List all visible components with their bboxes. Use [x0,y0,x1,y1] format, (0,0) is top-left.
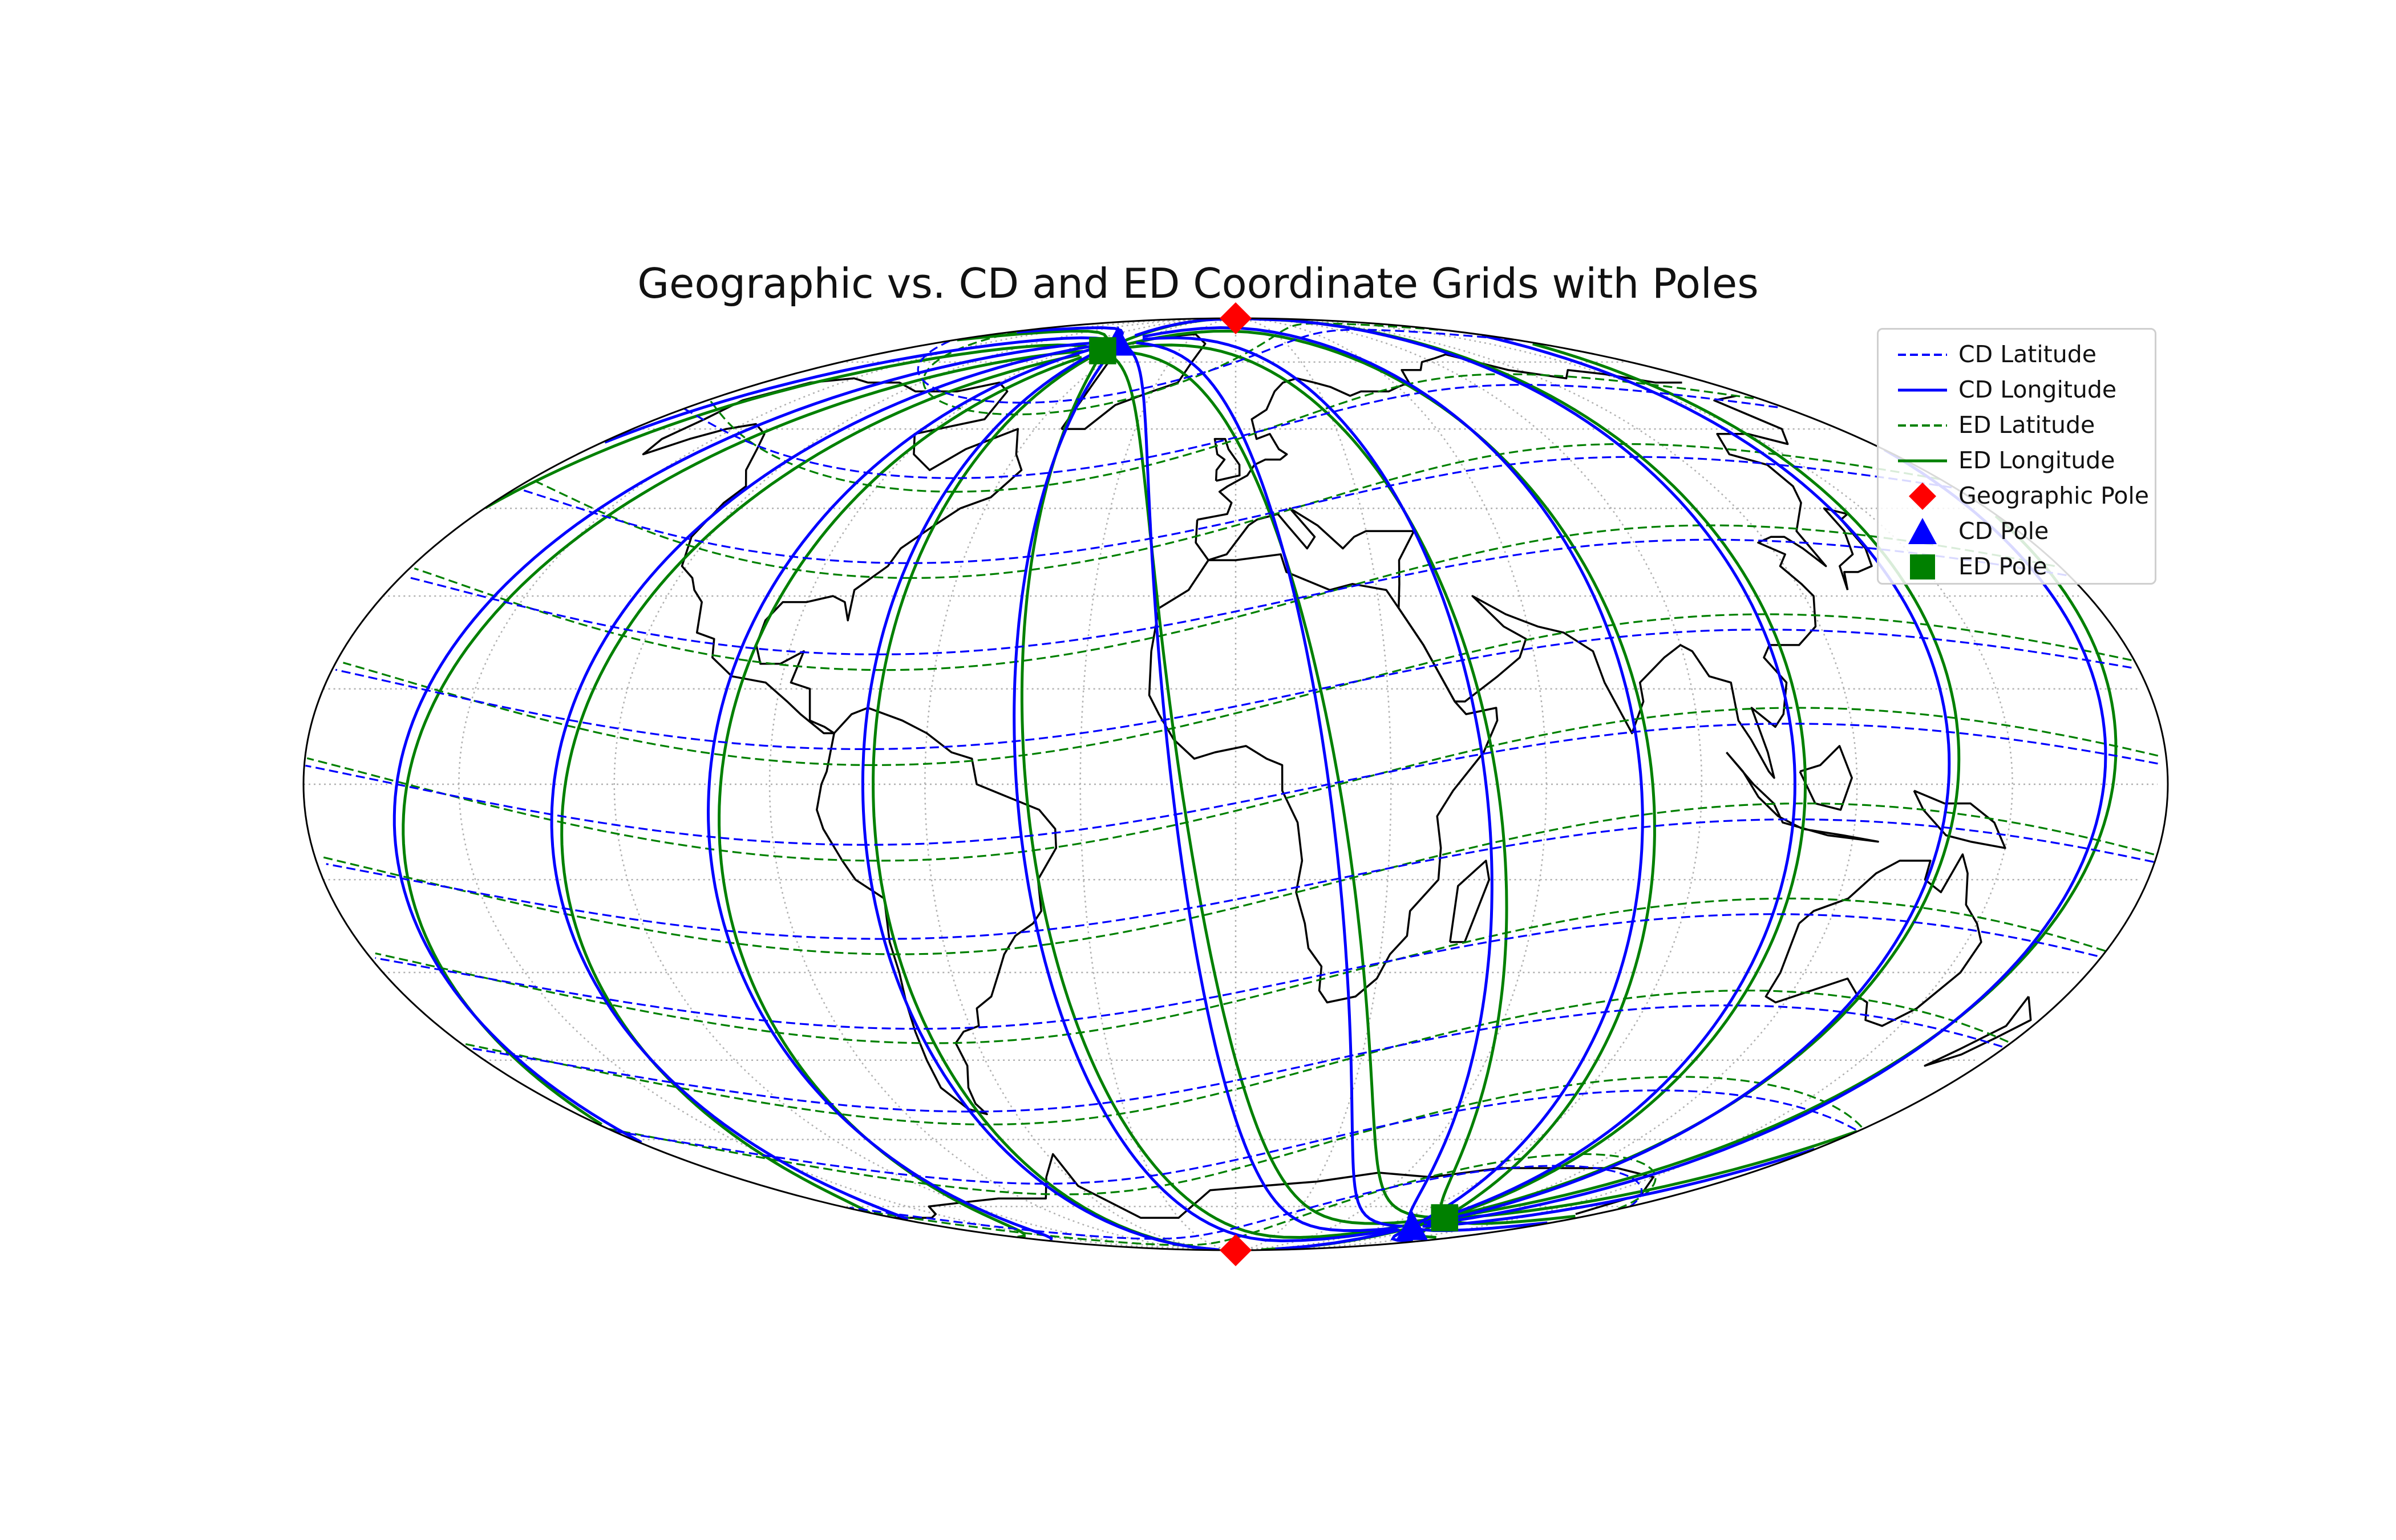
ed-longitude-line [484,343,2118,1218]
graticule-meridian [924,318,1236,1250]
coastline-madagascar [1449,860,1491,943]
legend-label: CD Latitude [1958,341,2096,368]
cd-longitude-line [1017,326,1951,1225]
graticule-meridian [1236,318,1547,1250]
cd-grid [305,318,2158,1250]
cd-longitude-line [1142,336,1494,1226]
ed-latitude-line [465,990,2009,1126]
ed-longitude-line [1109,354,1432,1225]
legend-label: CD Longitude [1958,376,2117,403]
graticule-meridian [458,318,1236,1250]
coastline-australia [1764,853,1982,1027]
cd-longitude-line [1134,318,1796,1225]
coastline-japan [1823,507,1873,590]
legend-item: Geographic Pole [1879,479,2155,513]
coastline-antarctica [893,1153,1654,1219]
ed-longitude-line [1119,350,1436,1219]
graticule-meridian [1236,318,1858,1250]
graticule-meridian [1236,318,1703,1250]
cd-latitude-line [917,329,1513,404]
coastline-uk [1213,437,1241,482]
map-title: Geographic vs. CD and ED Coordinate Grid… [637,260,1759,307]
cd-latitude-line [520,456,1952,564]
legend-item: CD Latitude [1879,338,2155,372]
cd-longitude-line [1142,326,1644,1225]
ed-latitude-line [414,524,2055,671]
coastline-indonesia [1726,751,1879,843]
legend-label: ED Pole [1958,553,2047,580]
ed-latitude-line [321,802,2155,955]
cd-longitude-line [706,347,1413,1242]
legend-label: ED Longitude [1958,447,2115,474]
ed-latitude-line [709,373,1754,493]
cd-latitude-line [335,629,2132,750]
ed-latitude-line [306,707,2159,862]
legend: CD Latitude CD Longitude ED Latitude ED Lon… [1877,328,2156,585]
cd-longitude-line [550,345,1548,1232]
ed-longitude-line [1125,343,1508,1217]
legend-symbol [1910,554,1935,579]
legend-item: CD Pole [1879,514,2155,549]
ed-latitude-line [535,443,1940,579]
ed-longitude-line [957,329,1961,1216]
ed-longitude-line [1124,329,1656,1216]
coastline-new-guinea [1913,789,2006,849]
geographic-north-pole-marker [1220,302,1252,335]
ed-latitude-line [343,613,2132,766]
coastline-borneo [1799,745,1853,811]
pole-markers [1089,302,1459,1266]
legend-symbol [1898,354,1947,356]
legend-label: CD Pole [1958,517,2049,545]
cd-longitude-line [1136,341,1403,1228]
coastline-new-zealand [1924,996,2032,1067]
cd-latitude-line [472,1004,2003,1113]
legend-item: ED Latitude [1879,408,2155,443]
legend-symbol [1908,518,1937,544]
ed-latitude-line [609,1076,1863,1195]
legend-symbol [1898,459,1947,463]
legend-symbol [1898,424,1947,427]
coastline-africa [1148,553,1499,1004]
graticule-meridian [1235,318,1392,1250]
legend-item: ED Pole [1879,550,2155,584]
legend-item: CD Longitude [1879,373,2155,407]
coastline-north-america [642,377,1023,735]
legend-symbol [1898,388,1947,392]
geographic-south-pole-marker [1220,1234,1252,1266]
cd-longitude-line [1013,347,1397,1243]
cd-latitude-line [326,818,2154,940]
cd-south-pole-marker [1396,1210,1428,1241]
ed-south-pole-marker [1431,1204,1459,1231]
legend-label: Geographic Pole [1958,482,2150,509]
ed-longitude-line [1116,318,1807,1215]
legend-item: ED Longitude [1879,444,2155,478]
coastline-south-america [816,707,1058,1116]
legend-label: ED Latitude [1958,411,2095,439]
ed-longitude-line [560,353,1576,1225]
ed-latitude-line [857,1153,1657,1246]
legend-symbol [1909,483,1936,510]
cd-longitude-line [392,341,1815,1228]
cd-latitude-line [375,913,2098,1030]
cd-longitude-line [861,347,1400,1250]
cd-latitude-line [407,538,2067,655]
ed-longitude-line [1020,356,1431,1239]
cd-latitude-line [614,1089,1856,1185]
ed-north-pole-marker [1089,337,1116,364]
ed-grid [306,318,2159,1250]
graticule-meridian [1079,318,1236,1250]
graticule-meridian [613,318,1236,1250]
cd-latitude-line [683,383,1778,479]
cd-longitude-line [1124,345,1398,1232]
